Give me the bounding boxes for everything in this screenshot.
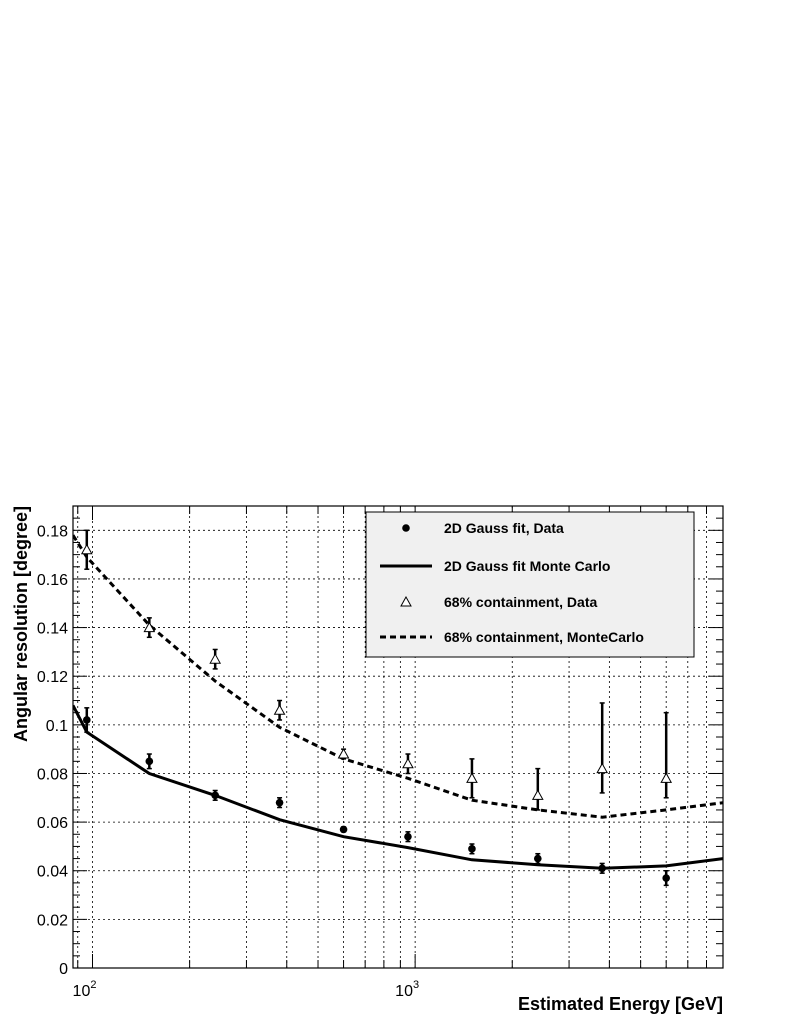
legend-label-gauss-mc: 2D Gauss fit Monte Carlo: [444, 558, 610, 574]
containment-data-point: [402, 757, 414, 769]
y-tick-label: 0: [59, 961, 68, 978]
gauss-data-point: [662, 874, 670, 882]
legend-marker-gauss-data: [402, 524, 410, 532]
x-tick-label: 103: [395, 979, 419, 1000]
gauss-data-point: [339, 825, 348, 834]
y-axis-title: Angular resolution [degree]: [11, 506, 31, 742]
y-tick-label: 0.16: [37, 572, 68, 589]
gauss-data-point: [82, 716, 91, 724]
x-tick-label: 102: [73, 979, 97, 1000]
containment-data-point: [531, 789, 544, 800]
containment-data-point: [466, 772, 478, 783]
containment-data-point: [596, 762, 609, 774]
gauss-data-point: [275, 798, 284, 807]
y-tick-label: 0.12: [37, 669, 68, 686]
gauss-mc-line: [73, 704, 723, 870]
containment-data-point: [337, 747, 350, 759]
containment-data-point: [80, 543, 93, 555]
axis-ticks: 0 0.02 0.04 0.06 0.08 0.1 0.12 0.14 0.16 0.18 102 1…: [37, 505, 724, 1000]
legend-label-gauss-data: 2D Gauss fit, Data: [444, 520, 564, 536]
gauss-data-point: [404, 832, 412, 841]
gauss-data-point: [468, 845, 476, 853]
y-tick-label: 0.04: [37, 864, 68, 881]
containment-data-point: [143, 621, 156, 633]
containment-data-point: [273, 704, 286, 715]
legend-label-containment-mc: 68% containment, MonteCarlo: [444, 629, 644, 645]
x-axis-title: Estimated Energy [GeV]: [518, 994, 723, 1014]
y-tick-label: 0.06: [37, 815, 68, 832]
gauss-data-point: [145, 757, 154, 766]
plot-area: [73, 529, 723, 887]
gauss-data-point: [598, 864, 606, 873]
containment-data-point: [660, 772, 673, 783]
legend: 2D Gauss fit, Data 2D Gauss fit Monte Ca…: [365, 511, 695, 658]
y-tick-label: 0.18: [37, 523, 68, 540]
containment-data-point: [209, 653, 222, 664]
containment-mc-line: [73, 534, 723, 819]
y-tick-label: 0.14: [37, 621, 68, 638]
legend-box: [365, 511, 695, 658]
legend-marker-containment-data: [400, 595, 412, 607]
gauss-data-point: [211, 791, 219, 800]
gauss-data-point: [534, 854, 542, 863]
y-tick-label: 0.1: [46, 718, 68, 735]
legend-label-containment-data: 68% containment, Data: [444, 594, 597, 610]
y-tick-label: 0.08: [37, 766, 68, 783]
y-tick-label: 0.02: [37, 912, 68, 929]
